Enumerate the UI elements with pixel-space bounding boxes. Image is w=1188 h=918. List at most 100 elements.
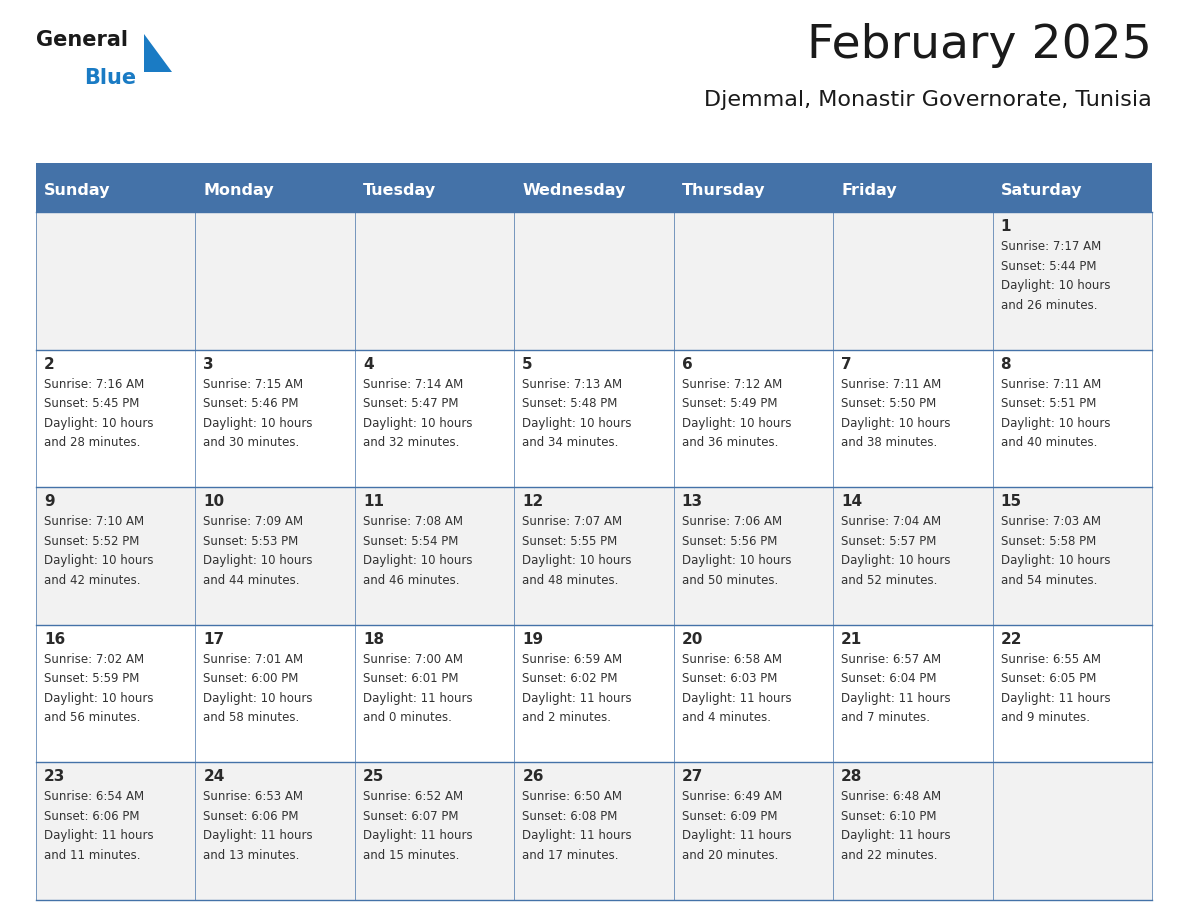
Text: 11: 11: [362, 494, 384, 509]
Bar: [833, 350, 992, 487]
Bar: [674, 625, 833, 763]
Text: Blue: Blue: [84, 68, 137, 88]
Text: Sunrise: 7:09 AM: Sunrise: 7:09 AM: [203, 515, 303, 528]
Text: and 56 minutes.: and 56 minutes.: [44, 711, 140, 724]
Text: Daylight: 11 hours: Daylight: 11 hours: [841, 829, 950, 843]
Bar: [514, 487, 674, 625]
Text: and 54 minutes.: and 54 minutes.: [1000, 574, 1097, 587]
Text: and 58 minutes.: and 58 minutes.: [203, 711, 299, 724]
Bar: [196, 212, 355, 350]
Text: Daylight: 10 hours: Daylight: 10 hours: [362, 417, 473, 430]
Bar: [355, 350, 514, 487]
Text: 18: 18: [362, 632, 384, 647]
Text: and 15 minutes.: and 15 minutes.: [362, 849, 460, 862]
Text: 24: 24: [203, 769, 225, 784]
Bar: [36, 170, 196, 212]
Text: Sunset: 5:50 PM: Sunset: 5:50 PM: [841, 397, 936, 410]
Text: Sunset: 5:55 PM: Sunset: 5:55 PM: [523, 534, 618, 548]
Text: Daylight: 11 hours: Daylight: 11 hours: [523, 829, 632, 843]
Text: Sunset: 5:57 PM: Sunset: 5:57 PM: [841, 534, 936, 548]
Bar: [355, 763, 514, 900]
Text: and 7 minutes.: and 7 minutes.: [841, 711, 930, 724]
Bar: [514, 350, 674, 487]
Text: 10: 10: [203, 494, 225, 509]
Text: and 32 minutes.: and 32 minutes.: [362, 436, 460, 449]
Text: 16: 16: [44, 632, 65, 647]
Text: 13: 13: [682, 494, 703, 509]
Bar: [514, 625, 674, 763]
Text: and 28 minutes.: and 28 minutes.: [44, 436, 140, 449]
Text: Daylight: 10 hours: Daylight: 10 hours: [841, 554, 950, 567]
Bar: [196, 763, 355, 900]
Text: Daylight: 11 hours: Daylight: 11 hours: [362, 829, 473, 843]
Text: Monday: Monday: [203, 184, 274, 198]
Text: Tuesday: Tuesday: [362, 184, 436, 198]
Text: 1: 1: [1000, 219, 1011, 234]
Text: Daylight: 10 hours: Daylight: 10 hours: [682, 417, 791, 430]
Text: and 44 minutes.: and 44 minutes.: [203, 574, 299, 587]
Text: Daylight: 11 hours: Daylight: 11 hours: [362, 692, 473, 705]
Text: 20: 20: [682, 632, 703, 647]
Bar: [992, 763, 1152, 900]
Polygon shape: [144, 34, 172, 72]
Text: 23: 23: [44, 769, 65, 784]
Bar: [514, 212, 674, 350]
Text: Sunrise: 7:11 AM: Sunrise: 7:11 AM: [841, 377, 941, 390]
Text: and 0 minutes.: and 0 minutes.: [362, 711, 451, 724]
Text: Daylight: 10 hours: Daylight: 10 hours: [523, 417, 632, 430]
Text: Daylight: 10 hours: Daylight: 10 hours: [44, 417, 153, 430]
Bar: [992, 170, 1152, 212]
Text: 6: 6: [682, 356, 693, 372]
Text: February 2025: February 2025: [807, 23, 1152, 68]
Text: Sunset: 6:04 PM: Sunset: 6:04 PM: [841, 672, 936, 686]
Text: Sunrise: 6:55 AM: Sunrise: 6:55 AM: [1000, 653, 1100, 666]
Bar: [36, 625, 196, 763]
Text: Sunday: Sunday: [44, 184, 110, 198]
Text: Sunset: 6:07 PM: Sunset: 6:07 PM: [362, 810, 459, 823]
Bar: [674, 487, 833, 625]
Text: Sunset: 5:51 PM: Sunset: 5:51 PM: [1000, 397, 1095, 410]
Text: 7: 7: [841, 356, 852, 372]
Text: Sunrise: 6:52 AM: Sunrise: 6:52 AM: [362, 790, 463, 803]
Text: 5: 5: [523, 356, 533, 372]
Text: Sunset: 6:08 PM: Sunset: 6:08 PM: [523, 810, 618, 823]
Text: Sunrise: 7:02 AM: Sunrise: 7:02 AM: [44, 653, 144, 666]
Text: Sunset: 5:49 PM: Sunset: 5:49 PM: [682, 397, 777, 410]
Bar: [36, 487, 196, 625]
Text: Sunrise: 7:13 AM: Sunrise: 7:13 AM: [523, 377, 623, 390]
Bar: [36, 350, 196, 487]
Text: Sunrise: 6:48 AM: Sunrise: 6:48 AM: [841, 790, 941, 803]
Text: Sunset: 5:44 PM: Sunset: 5:44 PM: [1000, 260, 1097, 273]
Text: Daylight: 10 hours: Daylight: 10 hours: [523, 554, 632, 567]
Bar: [355, 487, 514, 625]
Text: Sunrise: 6:57 AM: Sunrise: 6:57 AM: [841, 653, 941, 666]
Text: Sunset: 5:58 PM: Sunset: 5:58 PM: [1000, 534, 1095, 548]
Text: Daylight: 11 hours: Daylight: 11 hours: [523, 692, 632, 705]
Text: and 13 minutes.: and 13 minutes.: [203, 849, 299, 862]
Text: Sunset: 6:03 PM: Sunset: 6:03 PM: [682, 672, 777, 686]
Text: Sunset: 6:00 PM: Sunset: 6:00 PM: [203, 672, 298, 686]
Text: 27: 27: [682, 769, 703, 784]
Text: Sunset: 6:02 PM: Sunset: 6:02 PM: [523, 672, 618, 686]
Text: Daylight: 11 hours: Daylight: 11 hours: [44, 829, 153, 843]
Bar: [196, 350, 355, 487]
Text: 8: 8: [1000, 356, 1011, 372]
Text: Daylight: 11 hours: Daylight: 11 hours: [682, 829, 791, 843]
Text: Sunrise: 7:00 AM: Sunrise: 7:00 AM: [362, 653, 463, 666]
Text: Thursday: Thursday: [682, 184, 765, 198]
Text: Sunset: 5:46 PM: Sunset: 5:46 PM: [203, 397, 299, 410]
Bar: [514, 170, 674, 212]
Text: Sunset: 5:56 PM: Sunset: 5:56 PM: [682, 534, 777, 548]
Bar: [36, 763, 196, 900]
Text: and 17 minutes.: and 17 minutes.: [523, 849, 619, 862]
Text: and 38 minutes.: and 38 minutes.: [841, 436, 937, 449]
Text: 26: 26: [523, 769, 544, 784]
Text: Daylight: 10 hours: Daylight: 10 hours: [841, 417, 950, 430]
Text: Daylight: 10 hours: Daylight: 10 hours: [44, 692, 153, 705]
Text: Djemmal, Monastir Governorate, Tunisia: Djemmal, Monastir Governorate, Tunisia: [704, 90, 1152, 110]
Bar: [833, 763, 992, 900]
Bar: [992, 625, 1152, 763]
Text: and 52 minutes.: and 52 minutes.: [841, 574, 937, 587]
Text: and 48 minutes.: and 48 minutes.: [523, 574, 619, 587]
Text: General: General: [36, 30, 128, 50]
